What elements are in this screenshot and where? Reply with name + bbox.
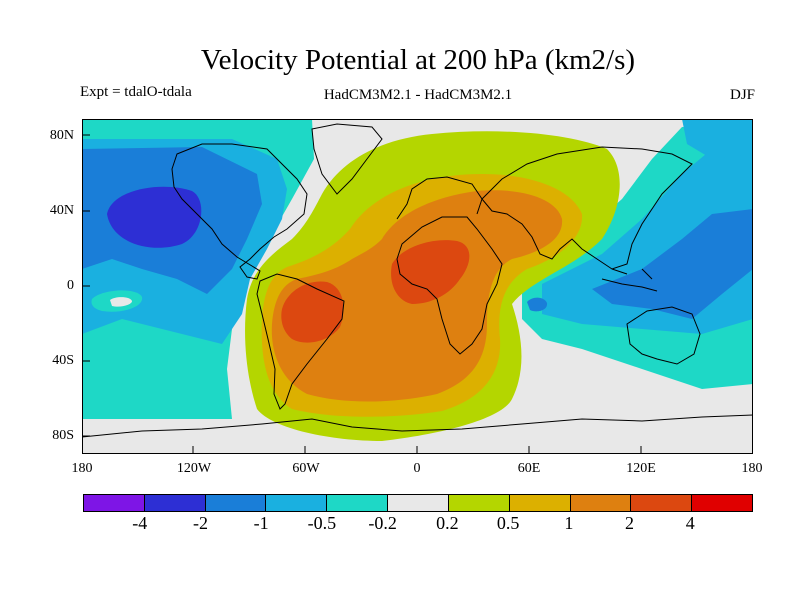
lon-label-0: 0 xyxy=(413,461,421,476)
coastlines xyxy=(82,123,753,438)
contour-pos-4-america xyxy=(281,281,344,343)
contour-neg-east-small xyxy=(527,297,548,312)
colorbar-swatch xyxy=(509,495,571,511)
coast-greenland xyxy=(311,123,383,195)
lon-label-120e: 120E xyxy=(626,461,656,476)
lat-label-80s: 80S xyxy=(52,428,74,443)
lat-label-0: 0 xyxy=(67,278,74,293)
colorbar-swatch xyxy=(631,495,693,511)
colorbar xyxy=(83,494,753,512)
coast-indonesia xyxy=(601,268,658,292)
colorbar-swatch xyxy=(570,495,632,511)
contour-neg-arctic xyxy=(682,119,753,159)
colorbar-label: 0.5 xyxy=(496,513,520,533)
contour-map xyxy=(82,119,753,454)
lon-label-60e: 60E xyxy=(517,461,541,476)
lon-label-180e: 180 xyxy=(741,461,763,476)
colorbar-swatch xyxy=(266,495,328,511)
season-label: DJF xyxy=(729,87,755,103)
contour-neg-east-inner xyxy=(592,209,753,319)
colorbar-swatch xyxy=(205,495,267,511)
colorbar-swatch xyxy=(692,495,752,511)
lon-label-180w: 180 xyxy=(71,461,93,476)
lon-label-60w: 60W xyxy=(292,461,320,476)
lat-label-80n: 80N xyxy=(49,128,74,143)
colorbar-label: 4 xyxy=(685,513,695,533)
colorbar-label: -0.5 xyxy=(307,513,337,533)
colorbar-swatch xyxy=(84,495,145,511)
colorbar-swatch xyxy=(327,495,389,511)
colorbar-label: -2 xyxy=(192,513,208,533)
coast-south-america xyxy=(256,273,345,410)
experiment-label: Expt = tdalO-tdala xyxy=(80,84,192,100)
coast-australia xyxy=(626,306,701,365)
lat-label-40s: 40S xyxy=(52,353,74,368)
contour-pos-south-pacific-core xyxy=(110,297,132,307)
colorbar-swatch xyxy=(144,495,206,511)
lon-label-120w: 120W xyxy=(176,461,212,476)
plot-title: Velocity Potential at 200 hPa (km2/s) xyxy=(200,44,636,76)
colorbar-swatch xyxy=(388,495,449,511)
coast-antarctica xyxy=(82,414,753,438)
lat-label-40n: 40N xyxy=(49,203,74,218)
coast-asia xyxy=(481,146,693,270)
map-ticks xyxy=(82,134,642,454)
colorbar-label: 2 xyxy=(625,513,635,533)
colorbar-label: -1 xyxy=(253,513,269,533)
contour-neg-pacific-core xyxy=(107,186,202,248)
colorbar-label: -4 xyxy=(132,513,148,533)
colorbar-label: 1 xyxy=(564,513,574,533)
coast-north-america xyxy=(171,143,308,280)
model-label: HadCM3M2.1 - HadCM3M2.1 xyxy=(323,87,513,103)
colorbar-label: 0.2 xyxy=(436,513,459,533)
colorbar-swatch xyxy=(448,495,510,511)
map-panel xyxy=(82,119,753,454)
contour-pos-4-africa xyxy=(391,240,470,304)
colorbar-label: -0.2 xyxy=(368,513,397,533)
coast-africa-europe xyxy=(396,176,503,355)
